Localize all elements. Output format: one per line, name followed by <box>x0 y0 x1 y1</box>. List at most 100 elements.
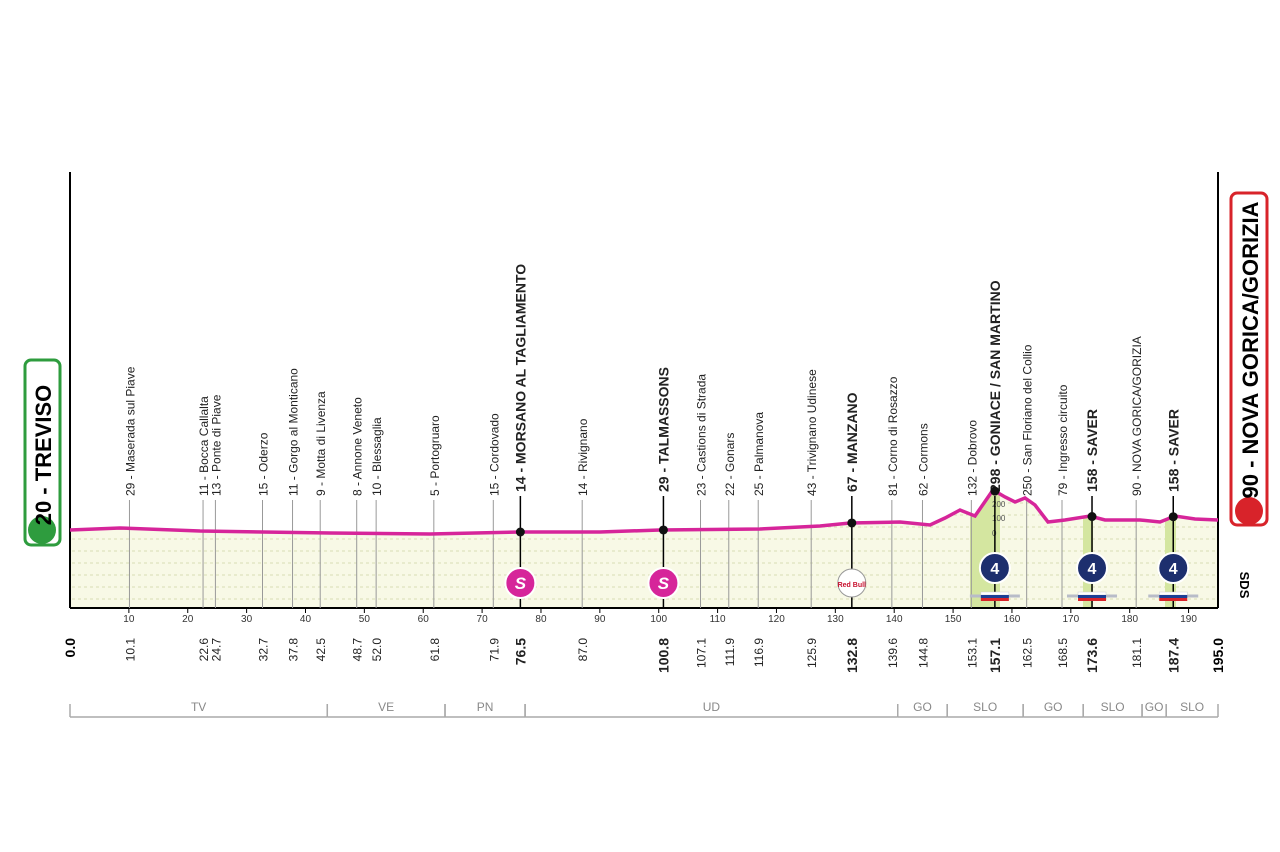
tick-label: 140 <box>886 614 903 625</box>
tick-label: 80 <box>535 614 547 625</box>
waypoint-km: 125.9 <box>805 638 819 668</box>
climb-badge-label: 4 <box>990 561 999 578</box>
flag <box>1078 598 1107 601</box>
waypoint-label: 79 - Ingresso circuito <box>1056 384 1070 496</box>
sprint-badge-label: S <box>658 574 670 593</box>
climb-badge <box>1076 552 1109 584</box>
waypoint-label: 9 - Motta di Livenza <box>314 391 328 496</box>
waypoint-km: 71.9 <box>487 638 501 662</box>
tick-label: 100 <box>650 614 667 625</box>
tick-label: 110 <box>710 614 726 625</box>
side-label: SDS <box>1237 572 1252 599</box>
finish-icon <box>1235 497 1263 525</box>
waypoint-km: 187.4 <box>1165 638 1181 673</box>
waypoint-km: 37.8 <box>287 638 301 662</box>
waypoint-km: 116.9 <box>752 638 766 667</box>
tick-label: 130 <box>827 614 844 625</box>
waypoint-label: 15 - Oderzo <box>257 432 271 496</box>
tick-label: 40 <box>300 614 312 625</box>
waypoint-label: 158 - SAVER <box>1084 409 1100 492</box>
waypoint-km: 52.0 <box>370 638 384 662</box>
waypoint-km: 132.8 <box>844 638 860 673</box>
waypoint-km: 111.9 <box>723 638 737 667</box>
waypoint-km: 22.6 <box>197 638 211 662</box>
flag <box>1078 595 1107 598</box>
waypoint-km: 48.7 <box>351 638 365 662</box>
waypoint-label: 158 - SAVER <box>1165 409 1181 492</box>
waypoint-km: 100.8 <box>655 638 671 673</box>
tick-label: 70 <box>477 614 489 625</box>
start-label: 20 - TREVISO <box>31 385 56 526</box>
tick-label: 180 <box>1121 614 1138 625</box>
waypoint-km: 139.6 <box>886 638 900 668</box>
waypoint-label: 11 - Gorgo al Monticano <box>287 368 301 496</box>
waypoint-km: 173.6 <box>1084 638 1100 673</box>
waypoint-label: 90 - NOVA GORICA/GORIZIA <box>1130 336 1144 496</box>
tick-label: 150 <box>945 614 962 625</box>
waypoint-km: 157.1 <box>987 638 1003 673</box>
region-label: TV <box>191 700 206 714</box>
waypoint-km: 153.1 <box>965 638 979 668</box>
waypoint-dot <box>515 527 525 537</box>
waypoint-dot <box>1087 512 1097 522</box>
region-label: VE <box>378 700 394 714</box>
finish-label: 90 - NOVA GORICA/GORIZIA <box>1238 201 1263 498</box>
flag <box>1159 595 1188 598</box>
tick-label: 30 <box>241 614 253 625</box>
flag <box>1159 598 1188 601</box>
waypoint-label: 10 - Blessaglia <box>370 417 384 496</box>
climb-scale: 200 <box>992 500 1006 509</box>
region-label: GO <box>913 700 932 714</box>
region-label: SLO <box>1101 700 1125 714</box>
waypoint-dot <box>1168 512 1178 522</box>
tick-label: 120 <box>768 614 785 625</box>
waypoint-label: 15 - Cordovado <box>487 413 501 496</box>
waypoint-label: 132 - Dobrovo <box>965 420 979 496</box>
waypoint-km: 61.8 <box>428 638 442 662</box>
sprint-badge <box>647 567 680 599</box>
waypoint-km: 87.0 <box>576 638 590 662</box>
tick-label: 170 <box>1062 614 1079 625</box>
waypoint-km: 107.1 <box>695 638 709 668</box>
waypoint-label: 67 - MANZANO <box>844 392 860 492</box>
waypoint-label: 298 - GONIACE / SAN MARTINO <box>987 280 1003 492</box>
waypoint-dot <box>847 518 857 528</box>
region-label: GO <box>1044 700 1063 714</box>
waypoint-km: 10.1 <box>123 638 137 662</box>
waypoint-km: 42.5 <box>314 638 328 662</box>
distance-end: 195.0 <box>1210 638 1226 673</box>
waypoint-km: 168.5 <box>1056 638 1070 668</box>
waypoint-label: 23 - Castions di Strada <box>695 374 709 496</box>
distance-start: 0.0 <box>62 638 78 658</box>
tick-label: 10 <box>123 614 135 625</box>
waypoint-label: 250 - San Floriano del Collio <box>1021 344 1035 496</box>
waypoint-label: 13 - Ponte di Piave <box>209 394 223 496</box>
waypoint-label: 29 - TALMASSONS <box>655 367 671 492</box>
tick-label: 60 <box>418 614 430 625</box>
profile-line <box>69 487 1219 536</box>
climb-badge-label: 4 <box>1088 561 1097 578</box>
tick-label: 50 <box>359 614 371 625</box>
profile-area <box>70 490 1218 608</box>
waypoint-km: 24.7 <box>209 638 223 662</box>
waypoint-label: 5 - Portogruaro <box>428 415 442 496</box>
waypoint-label: 25 - Palmanova <box>752 412 766 496</box>
start-icon <box>28 516 56 544</box>
flag <box>980 595 1009 598</box>
sprint-badge-label: S <box>515 574 527 593</box>
waypoint-km: 76.5 <box>512 638 528 665</box>
region-label: SLO <box>1180 700 1204 714</box>
waypoint-km: 181.1 <box>1130 638 1144 668</box>
waypoint-label: 29 - Maserada sul Piave <box>123 366 137 496</box>
waypoint-label: 11 - Bocca Callalta <box>197 396 211 496</box>
sponsor-badge <box>837 568 867 598</box>
waypoint-label: 43 - Trivignano Udinese <box>805 369 819 496</box>
waypoint-km: 32.7 <box>257 638 271 662</box>
region-label: SLO <box>973 700 997 714</box>
tick-label: 90 <box>594 614 606 625</box>
waypoint-label: 22 - Gonars <box>723 433 737 496</box>
waypoint-dot <box>990 486 1000 496</box>
waypoint-label: 62 - Cormons <box>916 423 930 496</box>
start-box <box>23 358 62 547</box>
climb-scale: 100 <box>992 514 1006 523</box>
